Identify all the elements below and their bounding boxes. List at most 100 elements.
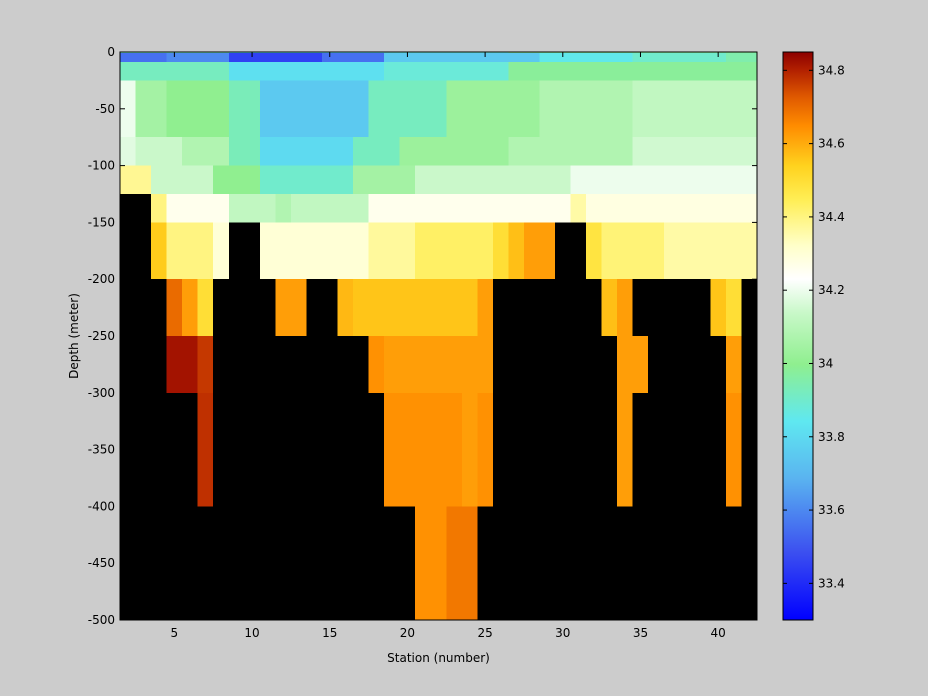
heatmap-cell: [601, 279, 618, 336]
heatmap-cell: [368, 222, 416, 280]
y-tick-label: -500: [88, 613, 115, 627]
x-tick-label: 20: [400, 626, 415, 640]
heatmap-cell: [570, 165, 757, 194]
heatmap-cell: [368, 194, 571, 223]
heatmap-cell: [399, 279, 478, 336]
x-axis: 5 10 15 20 25 30 35 40: [171, 52, 726, 640]
heatmap-cell: [197, 336, 214, 393]
heatmap-cell: [461, 392, 478, 507]
heatmap-cell: [570, 194, 587, 223]
heatmap-cells: [120, 52, 757, 620]
colorbar-tick-label: 33.6: [818, 503, 845, 517]
heatmap-cell: [259, 137, 354, 166]
heatmap-cell: [166, 194, 229, 223]
heatmap-surface-cell: [384, 53, 540, 63]
heatmap-cell: [213, 165, 260, 194]
heatmap-cell: [725, 392, 742, 507]
heatmap-cell: [632, 137, 757, 166]
x-tick-label: 10: [244, 626, 259, 640]
heatmap-cell: [477, 392, 493, 507]
x-tick-label: 35: [633, 626, 648, 640]
heatmap-surface-cell: [228, 53, 322, 63]
heatmap-surface-cell: [166, 53, 229, 63]
heatmap-surface-cell: [725, 53, 757, 63]
heatmap-cell: [523, 222, 556, 280]
heatmap-cell: [539, 80, 633, 138]
y-tick-label: -100: [88, 159, 115, 173]
heatmap-cell: [166, 80, 229, 138]
heatmap-cell: [275, 194, 291, 223]
colorbar-tick-label: 34.8: [818, 63, 845, 77]
heatmap-cell: [182, 279, 198, 336]
heatmap-cell: [290, 194, 369, 223]
heatmap-cell: [632, 80, 757, 138]
heatmap-cell: [166, 336, 198, 393]
colorbar-ticks: 33.4 33.6 33.8 34 34.2 34.4 34.6 34.8: [783, 63, 845, 590]
heatmap-cell: [228, 80, 260, 138]
heatmap-cell: [617, 392, 633, 507]
heatmap-cell: [197, 392, 214, 507]
heatmap-cell: [710, 279, 726, 336]
y-tick-label: -150: [88, 215, 115, 229]
heatmap-cell: [415, 165, 571, 194]
heatmap-cell: [353, 137, 400, 166]
heatmap-cell: [446, 506, 478, 620]
y-axis-label: Depth (meter): [67, 293, 81, 379]
colorbar: 33.4 33.6 33.8 34 34.2 34.4 34.6 34.8: [782, 51, 845, 621]
heatmap-cell: [166, 279, 183, 336]
heatmap-cell: [259, 222, 369, 280]
heatmap-cell: [120, 137, 136, 166]
heatmap-surface-cell: [632, 53, 726, 63]
heatmap-cell: [151, 165, 214, 194]
heatmap-cell: [275, 279, 307, 336]
heatmap-cell: [508, 137, 633, 166]
heatmap-cell: [617, 336, 649, 393]
x-tick-label: 5: [171, 626, 179, 640]
colorbar-tick-label: 34: [818, 356, 833, 370]
heatmap-cell: [446, 80, 540, 138]
heatmap-cell: [353, 165, 416, 194]
heatmap-cell: [166, 222, 214, 280]
heatmap-cell: [120, 165, 152, 194]
heatmap-cell: [508, 222, 524, 280]
heatmap-cell: [725, 279, 742, 336]
colorbar-tick-label: 34.4: [818, 210, 845, 224]
colorbar-tick-label: 34.2: [818, 283, 845, 297]
heatmap-cell: [259, 165, 354, 194]
colorbar-tick-label: 34.6: [818, 137, 845, 151]
heatmap-cell: [135, 137, 183, 166]
heatmap-cell: [182, 137, 229, 166]
heatmap-plot: 5 10 15 20 25 30 35 40 0 -50 -100 -150 -200 -250 -300…: [67, 45, 758, 665]
heatmap-cell: [259, 80, 369, 138]
heatmap-surface-cell: [120, 53, 167, 63]
colorbar-tick-label: 33.8: [818, 430, 845, 444]
y-tick-label: -50: [95, 102, 115, 116]
x-tick-label: 25: [477, 626, 492, 640]
x-tick-label: 40: [711, 626, 726, 640]
heatmap-cell: [399, 137, 509, 166]
heatmap-surface-cell: [321, 53, 385, 63]
heatmap-cell: [197, 279, 214, 336]
heatmap-cell: [213, 222, 229, 280]
y-tick-label: -300: [88, 386, 115, 400]
heatmap-cell: [477, 279, 493, 336]
y-axis: 0 -50 -100 -150 -200 -250 -300 -350 -400 -450 -500: [88, 45, 757, 627]
colorbar-gradient: [782, 51, 814, 621]
heatmap-cell: [492, 222, 509, 280]
y-tick-label: -250: [88, 329, 115, 343]
heatmap-cell: [384, 392, 462, 507]
heatmap-cell: [135, 80, 167, 138]
heatmap-cell: [725, 336, 742, 393]
heatmap-cell: [353, 279, 400, 336]
heatmap-cell: [415, 506, 447, 620]
heatmap-cell: [586, 194, 757, 223]
heatmap-surface-cell: [539, 53, 633, 63]
heatmap-cell: [368, 336, 385, 393]
heatmap-cell: [151, 222, 167, 280]
x-tick-label: 15: [322, 626, 337, 640]
heatmap-cell: [617, 279, 633, 336]
y-tick-label: -350: [88, 443, 115, 457]
y-tick-label: -200: [88, 272, 115, 286]
y-tick-label: 0: [107, 45, 115, 59]
